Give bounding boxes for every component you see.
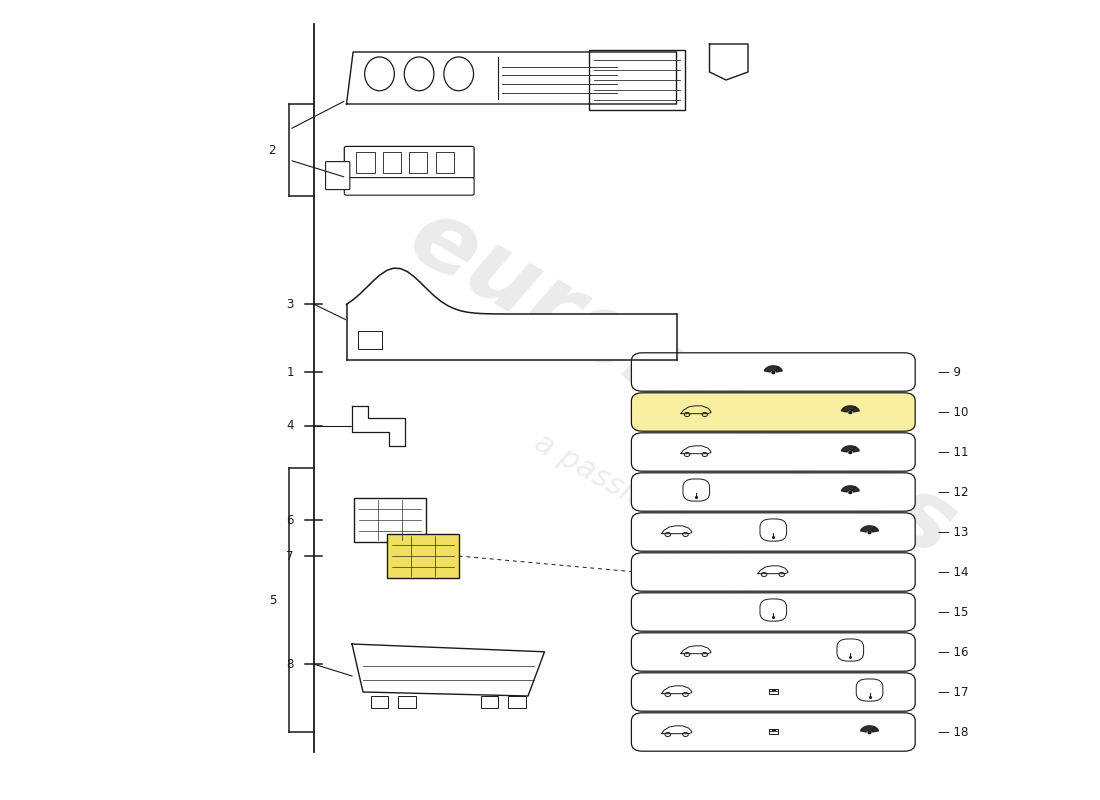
Polygon shape: [842, 446, 859, 452]
FancyBboxPatch shape: [326, 162, 350, 190]
Bar: [356, 152, 375, 174]
Ellipse shape: [444, 57, 474, 90]
FancyBboxPatch shape: [631, 593, 915, 631]
FancyBboxPatch shape: [631, 353, 915, 391]
FancyBboxPatch shape: [631, 433, 915, 471]
Text: 2: 2: [268, 143, 276, 157]
Bar: [358, 331, 382, 349]
Circle shape: [868, 531, 871, 534]
FancyBboxPatch shape: [344, 178, 474, 195]
Bar: [481, 696, 498, 708]
FancyBboxPatch shape: [631, 393, 915, 431]
Text: — 10: — 10: [938, 406, 969, 418]
Text: 5: 5: [268, 594, 276, 606]
Bar: [769, 690, 778, 694]
Polygon shape: [710, 44, 748, 80]
Circle shape: [849, 411, 851, 414]
Text: — 11: — 11: [938, 446, 969, 458]
FancyBboxPatch shape: [760, 519, 786, 541]
FancyBboxPatch shape: [631, 713, 915, 751]
Text: — 16: — 16: [938, 646, 969, 658]
Text: — 15: — 15: [938, 606, 969, 618]
Bar: [398, 696, 416, 708]
Circle shape: [772, 371, 774, 374]
Bar: [769, 730, 778, 734]
Ellipse shape: [405, 57, 433, 90]
Text: eurospares: eurospares: [393, 190, 971, 578]
Text: a passion for parts: a passion for parts: [529, 428, 791, 596]
Polygon shape: [352, 644, 544, 696]
Text: — 18: — 18: [938, 726, 969, 738]
Polygon shape: [842, 486, 859, 492]
FancyBboxPatch shape: [631, 633, 915, 671]
Circle shape: [849, 451, 851, 454]
FancyBboxPatch shape: [631, 513, 915, 551]
Text: 3: 3: [286, 298, 294, 310]
FancyBboxPatch shape: [760, 599, 786, 621]
Bar: [588, 50, 685, 110]
Bar: [508, 696, 526, 708]
Text: 4: 4: [286, 419, 294, 432]
FancyBboxPatch shape: [631, 673, 915, 711]
Text: 7: 7: [286, 550, 294, 562]
Circle shape: [868, 731, 871, 734]
FancyBboxPatch shape: [856, 679, 883, 701]
Text: — 14: — 14: [938, 566, 969, 578]
Bar: [354, 498, 426, 542]
FancyBboxPatch shape: [344, 146, 474, 178]
Polygon shape: [352, 406, 405, 446]
FancyBboxPatch shape: [683, 479, 710, 501]
Circle shape: [849, 491, 851, 494]
Bar: [383, 152, 400, 174]
Polygon shape: [860, 526, 879, 532]
Polygon shape: [842, 406, 859, 412]
Text: — 12: — 12: [938, 486, 969, 498]
Bar: [436, 152, 454, 174]
Polygon shape: [346, 268, 676, 360]
Text: — 9: — 9: [938, 366, 961, 378]
Polygon shape: [860, 726, 879, 732]
Text: — 17: — 17: [938, 686, 969, 698]
Text: 6: 6: [286, 514, 294, 526]
FancyBboxPatch shape: [631, 473, 915, 511]
Bar: [409, 152, 427, 174]
Text: 1: 1: [286, 366, 294, 378]
Polygon shape: [764, 366, 782, 372]
Bar: [387, 534, 459, 578]
FancyBboxPatch shape: [631, 553, 915, 591]
Ellipse shape: [364, 57, 394, 90]
Text: since 1985: since 1985: [636, 530, 794, 638]
Bar: [371, 696, 388, 708]
Polygon shape: [346, 52, 676, 104]
Text: — 13: — 13: [938, 526, 969, 538]
FancyBboxPatch shape: [837, 639, 864, 661]
Text: 8: 8: [286, 658, 294, 670]
